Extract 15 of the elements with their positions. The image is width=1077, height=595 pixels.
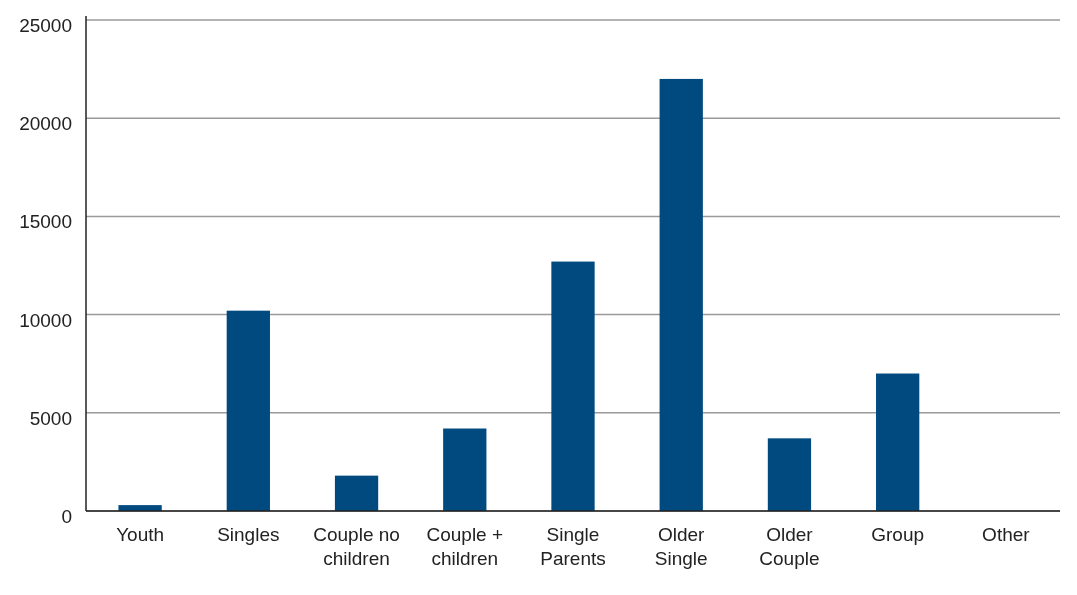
- x-tick-label: Singles: [217, 524, 280, 545]
- x-tick-label: Older Couple: [759, 524, 820, 569]
- x-tick-label: Couple no children: [313, 524, 400, 569]
- y-tick-label: 20000: [19, 113, 72, 135]
- x-tick-label: Single Parents: [540, 524, 606, 569]
- y-tick-label: 0: [61, 506, 72, 527]
- y-tick-label: 25000: [19, 15, 72, 36]
- x-tick-label: Group: [871, 524, 925, 545]
- y-tick-label: 5000: [29, 407, 72, 429]
- x-tick-label: Youth: [116, 524, 165, 545]
- y-tick-label: 15000: [19, 211, 72, 233]
- x-tick-label: Older Single: [654, 524, 708, 569]
- x-tick-label: Other: [982, 524, 1031, 545]
- y-tick-label: 10000: [19, 309, 72, 331]
- x-tick-label: Couple + children: [426, 524, 504, 569]
